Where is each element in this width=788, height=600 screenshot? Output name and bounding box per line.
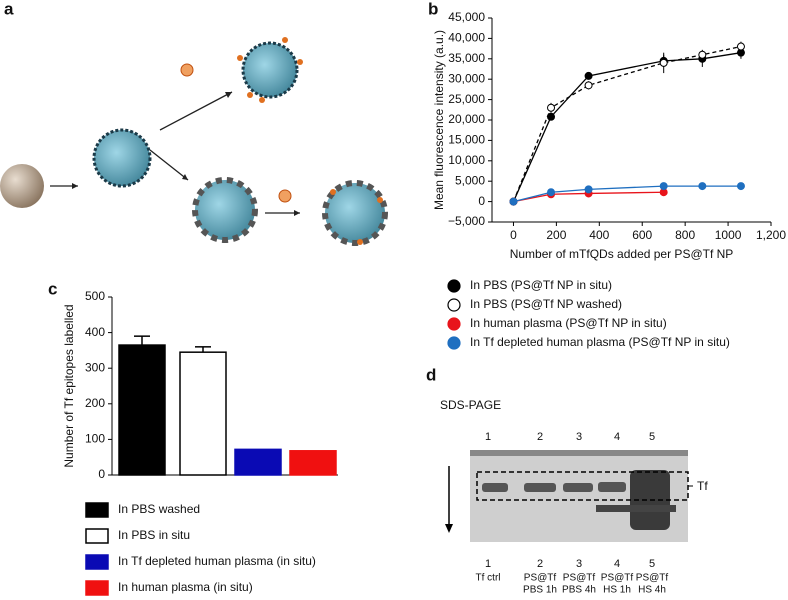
bar xyxy=(179,351,227,476)
y-tick-label: 15,000 xyxy=(448,133,485,147)
point xyxy=(659,58,668,67)
gel-title: SDS-PAGE xyxy=(440,398,501,412)
series-line xyxy=(512,45,742,202)
legend-marker xyxy=(85,554,109,570)
y-tick-label: 0 xyxy=(98,467,105,481)
point xyxy=(736,182,745,191)
lane-label: PS@Tf xyxy=(563,573,596,584)
x-tick-label: 0 xyxy=(510,228,517,242)
lane-number: 1 xyxy=(485,558,491,570)
legend-label: In human plasma (in situ) xyxy=(118,580,253,594)
panel-label: a xyxy=(4,0,14,18)
point xyxy=(736,42,745,51)
series-line xyxy=(513,185,741,203)
bar xyxy=(234,448,282,476)
x-tick-label: 1,200 xyxy=(756,228,786,242)
y-tick-label: 100 xyxy=(85,432,105,446)
panel-label: c xyxy=(48,279,57,298)
panel-label: b xyxy=(428,0,438,18)
legend-label: In Tf depleted human plasma (in situ) xyxy=(118,554,316,568)
lane-label: Tf ctrl xyxy=(476,573,501,584)
y-tick-label: 30,000 xyxy=(448,71,485,85)
illustration xyxy=(0,37,388,246)
lane-number: 5 xyxy=(649,558,655,570)
x-tick-label: 200 xyxy=(546,228,566,242)
y-tick-label: 5,000 xyxy=(455,173,485,187)
lane-number: 3 xyxy=(576,558,582,570)
point xyxy=(509,197,518,206)
y-tick-label: 40,000 xyxy=(448,31,485,45)
legend-label: In PBS washed xyxy=(118,502,200,516)
x-tick-label: 1000 xyxy=(715,228,742,242)
point xyxy=(547,188,556,197)
lane-number: 4 xyxy=(614,558,620,570)
legend-marker xyxy=(85,580,109,596)
y-tick-label: −5,000 xyxy=(448,214,485,228)
lane-number: 2 xyxy=(537,431,543,443)
legend-marker xyxy=(447,279,461,293)
bar xyxy=(289,450,337,476)
lane-number: 4 xyxy=(614,431,620,443)
panel-label: d xyxy=(426,365,436,384)
legend-marker xyxy=(85,528,109,544)
lane-number: 2 xyxy=(537,558,543,570)
y-tick-label: 300 xyxy=(85,360,105,374)
point xyxy=(698,50,707,59)
legend-marker xyxy=(447,298,461,312)
legend-label: In Tf depleted human plasma (PS@Tf NP in… xyxy=(470,335,730,349)
y-tick-label: 45,000 xyxy=(448,10,485,24)
lane-label: HS 4h xyxy=(638,585,666,596)
point xyxy=(584,81,593,90)
legend-marker xyxy=(447,317,461,331)
y-tick-label: 25,000 xyxy=(448,92,485,106)
lane-label: PBS 1h xyxy=(523,585,557,596)
series-line xyxy=(512,52,742,202)
point xyxy=(659,182,668,191)
point xyxy=(547,103,556,112)
lane-label: PS@Tf xyxy=(524,573,557,584)
legend-label: In PBS in situ xyxy=(118,528,190,542)
x-tick-label: 800 xyxy=(675,228,695,242)
point xyxy=(584,71,593,80)
legend-label: In PBS (PS@Tf NP washed) xyxy=(470,297,622,311)
lane-number: 3 xyxy=(576,431,582,443)
y-tick-label: 0 xyxy=(478,194,485,208)
lane-label: PBS 4h xyxy=(562,585,596,596)
y-tick-label: 500 xyxy=(85,289,105,303)
lane-label: PS@Tf xyxy=(601,573,634,584)
series-line xyxy=(513,191,664,203)
legend-marker xyxy=(85,502,109,518)
legend-label: In PBS (PS@Tf NP in situ) xyxy=(470,278,612,292)
gel-panel: SDS-PAGE Tf xyxy=(440,398,708,542)
lane-label: PS@Tf xyxy=(636,573,669,584)
y-tick-label: 20,000 xyxy=(448,112,485,126)
y-tick-label: 400 xyxy=(85,325,105,339)
y-tick-label: 10,000 xyxy=(448,153,485,167)
legend-label: In human plasma (PS@Tf NP in situ) xyxy=(470,316,667,330)
bar xyxy=(118,344,166,476)
lane-number: 1 xyxy=(485,431,491,443)
y-tick-label: 200 xyxy=(85,396,105,410)
y-tick-label: 35,000 xyxy=(448,51,485,65)
legend-marker xyxy=(447,336,461,350)
x-axis-label: Number of mTfQDs added per PS@Tf NP xyxy=(510,247,734,261)
point xyxy=(584,185,593,194)
band-label: Tf xyxy=(697,479,708,493)
y-axis-label: Number of Tf epitopes labelled xyxy=(62,304,76,467)
lane-label: HS 1h xyxy=(603,585,631,596)
x-tick-label: 400 xyxy=(589,228,609,242)
x-tick-label: 600 xyxy=(632,228,652,242)
point xyxy=(698,182,707,191)
lane-number: 5 xyxy=(649,431,655,443)
y-axis-label: Mean fluorescence intensity (a.u.) xyxy=(432,30,446,210)
